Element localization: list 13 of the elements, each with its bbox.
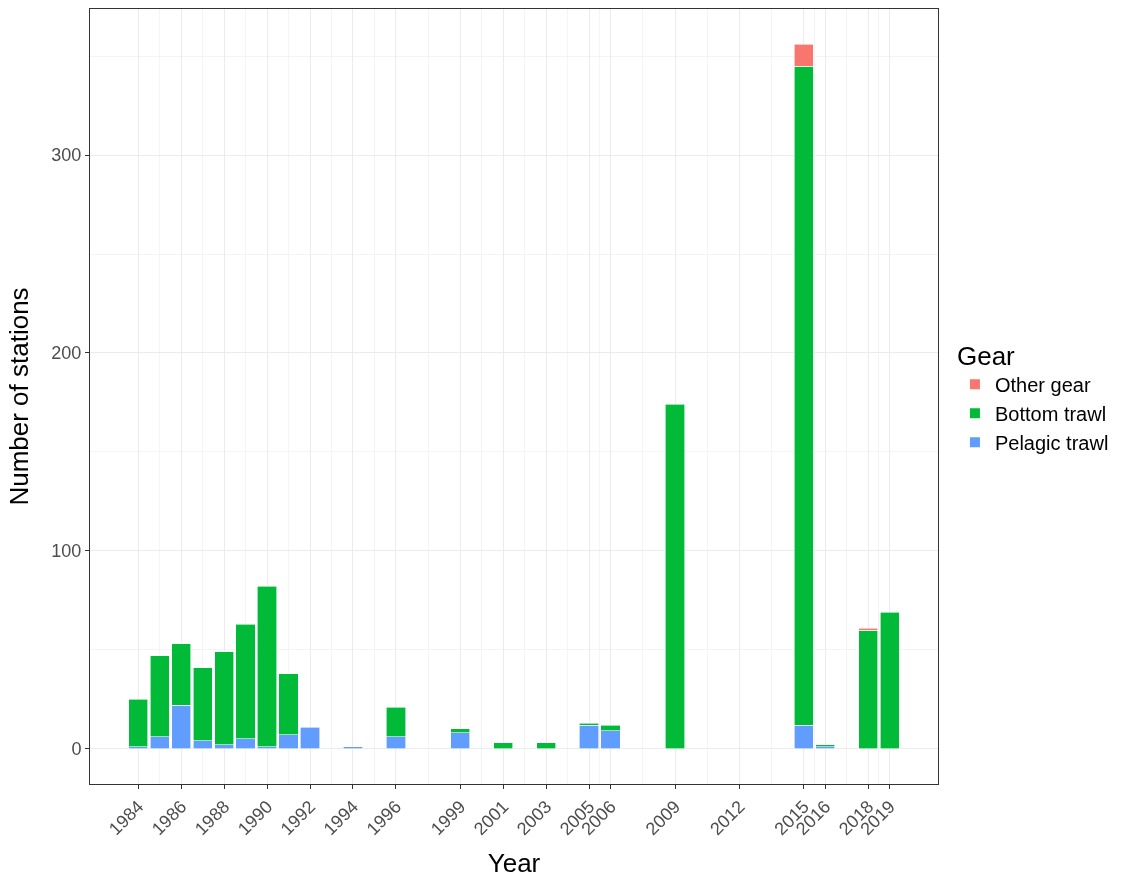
legend-title: Gear <box>956 340 1016 371</box>
legend-label: Other gear <box>994 374 1091 397</box>
bar <box>450 732 471 750</box>
bar <box>536 742 557 750</box>
y-tick-label: 200 <box>51 343 82 364</box>
x-axis-title: Year <box>487 847 541 878</box>
y-tick-label: 100 <box>51 541 82 562</box>
legend-label: Pelagic trawl <box>994 432 1109 455</box>
bar <box>493 742 514 750</box>
y-tick-label: 0 <box>71 739 82 760</box>
legend-label: Bottom trawl <box>994 403 1107 426</box>
y-axis-title: Number of stations <box>3 287 34 506</box>
y-tick-label: 300 <box>51 145 82 166</box>
